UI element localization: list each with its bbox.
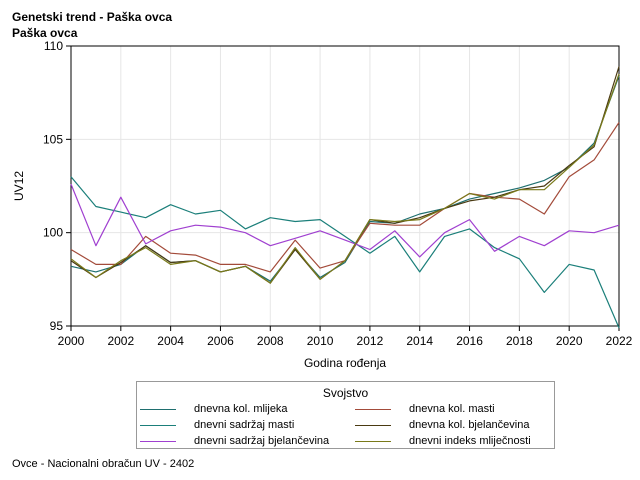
y-tick-label: 105 <box>43 132 63 146</box>
x-tick-label: 2002 <box>107 334 134 348</box>
x-tick-label: 2000 <box>58 334 85 348</box>
legend-swatch <box>140 424 176 426</box>
x-tick-label: 2006 <box>207 334 234 348</box>
chart-title: Genetski trend - Paška ovca <box>12 10 173 24</box>
y-axis-label: UV12 <box>12 171 26 201</box>
y-tick-label: 110 <box>44 39 63 53</box>
legend-label: dnevna kol. mlijeka <box>194 403 288 415</box>
x-tick-label: 2016 <box>456 334 483 348</box>
legend-title: Svojstvo <box>322 386 369 400</box>
footnote: Ovce - Nacionalni obračun UV - 2402 <box>12 458 195 470</box>
legend-item: dnevna kol. bjelančevina <box>355 418 529 432</box>
legend-item: dnevni sadržaj masti <box>140 418 294 432</box>
legend-label: dnevni sadržaj bjelančevina <box>194 435 330 447</box>
x-tick-label: 2014 <box>406 334 433 348</box>
legend-item: dnevni sadržaj bjelančevina <box>140 434 329 448</box>
y-tick-label: 100 <box>43 226 63 240</box>
legend-label: dnevni sadržaj masti <box>194 419 295 431</box>
legend-label: dnevni indeks mliječnosti <box>409 435 531 447</box>
chart-area: 2000 2002 2004 2006 2008 2010 2012 2014 2016 2018… <box>12 39 633 370</box>
x-tick-label: 2012 <box>357 334 384 348</box>
x-tick-label: 2022 <box>606 334 633 348</box>
legend-swatch <box>355 440 391 442</box>
legend-label: dnevna kol. masti <box>409 403 495 415</box>
legend-item: dnevni indeks mliječnosti <box>355 434 531 448</box>
legend-item: dnevna kol. mlijeka <box>140 402 288 416</box>
x-tick-label: 2020 <box>556 334 583 348</box>
x-tick-label: 2018 <box>506 334 533 348</box>
legend-label: dnevna kol. bjelančevina <box>409 419 530 431</box>
x-tick-label: 2008 <box>257 334 284 348</box>
chart-subtitle: Paška ovca <box>12 26 78 40</box>
x-axis-label: Godina rođenja <box>304 356 386 370</box>
legend-swatch <box>140 408 176 410</box>
x-tick-label: 2004 <box>157 334 184 348</box>
legend-item: dnevna kol. masti <box>355 402 495 416</box>
legend-swatch <box>355 424 391 426</box>
plot-frame <box>70 45 620 327</box>
legend-swatch <box>355 408 391 410</box>
legend-swatch <box>140 440 176 442</box>
series-line-4 <box>70 183 620 258</box>
x-tick-label: 2010 <box>307 334 334 348</box>
series-line-1 <box>70 122 620 273</box>
legend: Svojstvo dnevna kol. mlijeka dnevna kol. … <box>136 381 555 449</box>
series-line-2 <box>70 176 620 329</box>
series-line-5 <box>70 73 620 284</box>
y-tick-label: 95 <box>50 319 64 333</box>
series-line-3 <box>70 66 620 284</box>
